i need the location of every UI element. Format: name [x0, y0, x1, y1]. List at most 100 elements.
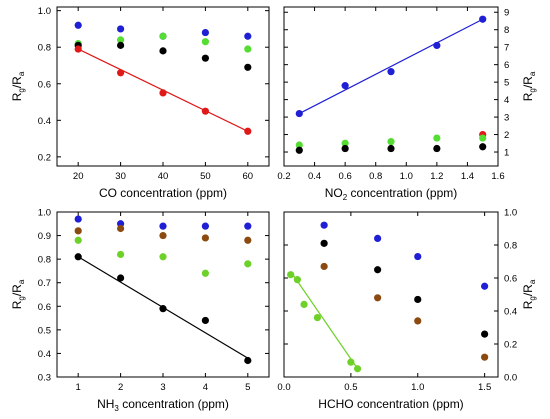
data-point: [74, 215, 82, 223]
data-point: [117, 69, 125, 77]
y-tick-label: 0.2: [38, 152, 51, 163]
data-point: [374, 294, 382, 302]
x-tick-label: 4: [203, 382, 208, 393]
data-point: [341, 82, 349, 90]
data-point: [320, 239, 328, 247]
x-tick-label: 1: [76, 382, 81, 393]
data-point: [244, 222, 252, 230]
y-tick-label: 0.4: [38, 349, 51, 360]
data-point: [481, 330, 489, 338]
data-point: [287, 271, 295, 279]
x-axis-label: HCHO concentration (ppm): [318, 397, 463, 411]
data-point: [201, 222, 209, 230]
y-tick-label: 4: [504, 95, 509, 106]
data-point: [244, 45, 252, 53]
y-tick-label: 6: [504, 60, 509, 71]
data-point: [414, 295, 422, 304]
x-tick-label: 1.5: [478, 382, 491, 393]
data-point: [159, 47, 167, 55]
data-point: [300, 300, 308, 308]
data-point: [117, 274, 125, 282]
data-point: [117, 41, 125, 49]
y-tick-label: 1.0: [38, 208, 51, 219]
data-point: [295, 141, 303, 149]
data-point: [313, 314, 322, 322]
data-point: [159, 231, 167, 240]
data-point: [244, 127, 252, 135]
data-point: [414, 252, 422, 261]
y-tick-label: 1.0: [38, 6, 51, 17]
x-tick-label: 1.2: [430, 171, 443, 182]
x-tick-label: 0.5: [344, 382, 357, 393]
y-tick-label: 0.8: [38, 43, 51, 54]
data-point: [159, 305, 167, 313]
x-axis-label: NO2 concentration (ppm): [325, 186, 458, 202]
data-point: [201, 28, 209, 37]
data-point: [374, 234, 382, 242]
chart-panel-top-right: 0.2 0.4 0.6 0.8 1.0 1.2 1.4 1.6 1 2 3 4 5 6 7 8 9 NO2 con…: [277, 6, 537, 202]
y-tick-label: 3: [504, 113, 509, 124]
y-tick-label: 0.6: [38, 302, 51, 313]
y-tick-label: 0.2: [504, 340, 517, 351]
data-point: [353, 365, 362, 373]
y-tick-label: 0.8: [38, 255, 51, 266]
data-point: [201, 107, 209, 115]
data-point: [117, 25, 125, 33]
data-point: [74, 236, 82, 244]
data-point: [414, 317, 422, 325]
data-point: [244, 32, 252, 40]
data-point: [74, 227, 82, 235]
data-point: [481, 282, 489, 290]
data-point: [387, 144, 395, 153]
data-point: [341, 139, 349, 147]
y-tick-label: 0.9: [38, 231, 51, 242]
data-point: [159, 222, 167, 230]
data-point: [159, 253, 167, 261]
data-point: [295, 146, 303, 154]
y-tick-label: 0.8: [504, 241, 517, 252]
chart-panel-bottom-right: 0.0 0.5 1.0 1.5 0.0 0.2 0.4 0.6 0.8 1.0 HCHO conce…: [277, 208, 537, 412]
y-tick-label: 8: [504, 25, 509, 36]
x-tick-label: 1.4: [461, 171, 474, 182]
data-point: [479, 143, 487, 151]
data-point: [433, 41, 441, 50]
data-point: [201, 234, 209, 242]
data-point: [347, 358, 355, 366]
y-axis-label: Rg/Ra: [521, 279, 537, 309]
data-point: [117, 224, 125, 233]
y-tick-label: 9: [504, 8, 509, 19]
x-tick-label: 3: [160, 382, 165, 393]
y-tick-label: 0.4: [38, 116, 51, 127]
x-tick-label: 1.6: [491, 171, 504, 182]
x-tick-label: 0.8: [369, 171, 382, 182]
x-axis-label: NH3 concentration (ppm): [97, 397, 229, 413]
x-tick-label: 1.0: [400, 171, 413, 182]
x-tick-label: 0.6: [339, 171, 352, 182]
x-tick-label: 20: [73, 171, 84, 182]
data-point: [481, 353, 489, 361]
data-point: [244, 63, 252, 71]
data-point: [74, 45, 82, 53]
x-tick-label: 0.0: [277, 382, 290, 393]
y-tick-label: 0.0: [504, 373, 517, 384]
data-point: [117, 250, 125, 259]
data-point: [433, 144, 441, 153]
data-point: [74, 21, 82, 29]
y-axis-label: Rg/Ra: [521, 71, 537, 101]
data-point: [201, 54, 209, 62]
y-tick-label: 0.7: [38, 278, 51, 289]
data-point: [159, 32, 167, 40]
x-tick-label: 2: [118, 382, 123, 393]
data-point: [201, 38, 209, 46]
y-tick-label: 5: [504, 78, 509, 89]
x-tick-label: 40: [158, 171, 169, 182]
x-tick-label: 60: [243, 171, 254, 182]
data-point: [374, 266, 382, 274]
y-tick-label: 1: [504, 148, 509, 159]
x-tick-label: 5: [245, 382, 250, 393]
data-point: [341, 144, 349, 153]
data-point: [74, 253, 82, 261]
data-point: [159, 89, 167, 97]
data-point: [244, 260, 252, 268]
